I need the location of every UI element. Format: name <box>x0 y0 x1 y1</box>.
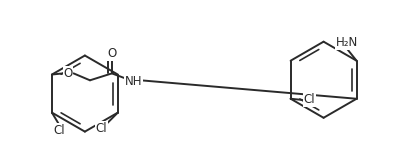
Text: Cl: Cl <box>304 93 315 106</box>
Text: O: O <box>107 47 117 60</box>
Text: Cl: Cl <box>53 124 65 137</box>
Text: O: O <box>64 67 72 80</box>
Text: NH: NH <box>125 75 143 88</box>
Text: Cl: Cl <box>95 122 107 135</box>
Text: H₂N: H₂N <box>336 36 358 49</box>
